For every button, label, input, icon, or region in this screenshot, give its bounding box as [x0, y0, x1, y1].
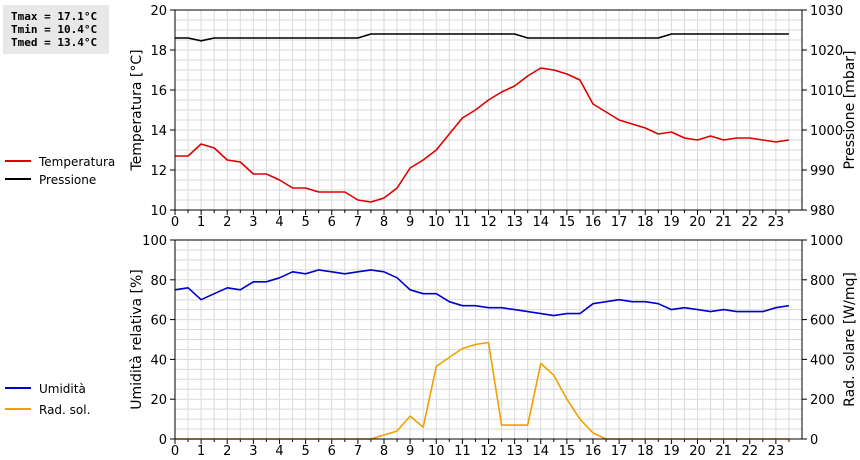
x-tick-label: 16: [585, 215, 602, 230]
plot-frame: [174, 239, 803, 440]
x-tick-label: 4: [275, 215, 283, 230]
y2-tick-label: 0: [810, 433, 818, 448]
y2-axis-label: Rad. solare [W/mq]: [842, 272, 858, 407]
x-tick-label: 21: [715, 444, 732, 459]
y2-tick-label: 600: [810, 314, 835, 329]
x-tick-label: 20: [689, 444, 706, 459]
stats-box: Tmax = 17.1°C Tmin = 10.4°C Tmed = 13.4°…: [3, 5, 109, 54]
y2-tick-label: 400: [810, 353, 835, 368]
x-tick-label: 3: [249, 215, 257, 230]
tmax-text: Tmax = 17.1°C: [11, 10, 98, 23]
x-tick-label: 22: [741, 215, 758, 230]
x-tick-label: 1: [197, 215, 205, 230]
x-tick-label: 4: [275, 444, 283, 459]
legend-label-pressione: Pressione: [39, 173, 96, 187]
legend-label-radsol: Rad. sol.: [39, 403, 90, 417]
y-tick-label: 10: [150, 204, 167, 219]
y2-tick-label: 1000: [810, 124, 843, 139]
y2-tick-label: 1020: [810, 44, 843, 59]
x-tick-label: 8: [380, 215, 388, 230]
temperature-pressure-chart: 0 1 2 3 4 5 6 7 8 9 10 11 12 13 14 15 16 17 18 19 20 21 22 2310…: [129, 4, 858, 230]
y-tick-label: 18: [150, 44, 167, 59]
y2-axis-label: Pressione [mbar]: [842, 50, 858, 169]
series-line-umidit: [174, 269, 790, 317]
grid: [175, 10, 802, 210]
x-tick-label: 23: [768, 215, 785, 230]
y-axis-label: Umidità relativa [%]: [129, 269, 145, 410]
y2-tick-label: 980: [810, 204, 835, 219]
legend-bottom: Umidità Rad. sol.: [5, 382, 90, 417]
x-tick-label: 15: [559, 215, 576, 230]
x-tick-label: 10: [428, 215, 445, 230]
y-tick-label: 20: [150, 4, 167, 19]
x-tick-label: 20: [689, 215, 706, 230]
x-tick-label: 15: [559, 444, 576, 459]
x-tick-label: 16: [585, 444, 602, 459]
series-line-temperatura: [175, 67, 790, 203]
y-tick-label: 12: [150, 164, 167, 179]
y-tick-label: 60: [150, 314, 167, 329]
x-tick-label: 13: [506, 215, 523, 230]
x-tick-label: 2: [223, 444, 231, 459]
x-tick-label: 7: [354, 215, 362, 230]
y-tick-label: 0: [159, 433, 167, 448]
x-tick-label: 21: [715, 215, 732, 230]
x-tick-label: 11: [454, 215, 471, 230]
x-tick-label: 23: [768, 444, 785, 459]
y2-tick-label: 990: [810, 164, 835, 179]
x-tick-label: 2: [223, 215, 231, 230]
x-tick-label: 14: [532, 215, 549, 230]
y-tick-label: 20: [150, 393, 167, 408]
x-tick-label: 22: [741, 444, 758, 459]
y2-tick-label: 200: [810, 393, 835, 408]
x-tick-label: 5: [301, 215, 309, 230]
x-tick-label: 1: [197, 444, 205, 459]
y2-tick-label: 1010: [810, 84, 843, 99]
y-tick-label: 80: [150, 274, 167, 289]
x-tick-label: 19: [663, 215, 680, 230]
x-tick-label: 17: [611, 215, 628, 230]
x-tick-label: 6: [328, 215, 336, 230]
y-tick-label: 16: [150, 84, 167, 99]
x-tick-label: 12: [480, 215, 497, 230]
x-tick-label: 7: [354, 444, 362, 459]
y2-tick-label: 1000: [810, 234, 843, 249]
x-tick-label: 0: [171, 215, 179, 230]
x-tick-label: 8: [380, 444, 388, 459]
y-tick-label: 100: [142, 234, 167, 249]
humidity-radiation-chart: 0 1 2 3 4 5 6 7 8 9 10 11 12 13 14 15 16 17 18 19 20 21 22 2302…: [129, 234, 858, 459]
x-tick-label: 19: [663, 444, 680, 459]
x-tick-label: 9: [406, 444, 414, 459]
series-line-rad-sol: [175, 341, 789, 440]
x-tick-label: 9: [406, 215, 414, 230]
tmin-text: Tmin = 10.4°C: [11, 23, 98, 36]
x-tick-label: 3: [249, 444, 257, 459]
x-tick-label: 14: [532, 444, 549, 459]
legend-label-umidita: Umidità: [39, 382, 86, 396]
y2-tick-label: 1030: [810, 4, 843, 19]
x-tick-label: 13: [506, 444, 523, 459]
x-tick-label: 5: [301, 444, 309, 459]
x-tick-label: 6: [328, 444, 336, 459]
legend-top: Temperatura Pressione: [5, 155, 115, 187]
series-line-pressione: [175, 33, 789, 42]
grid: [175, 240, 802, 439]
y2-tick-label: 800: [810, 274, 835, 289]
plot-frame: [174, 9, 803, 211]
x-tick-label: 0: [171, 444, 179, 459]
y-tick-label: 40: [150, 353, 167, 368]
x-tick-label: 12: [480, 444, 497, 459]
x-tick-label: 18: [637, 444, 654, 459]
x-tick-label: 18: [637, 215, 654, 230]
legend-label-temperatura: Temperatura: [38, 155, 115, 169]
y-axis-label: Temperatura [°C]: [129, 49, 145, 171]
y-tick-label: 14: [150, 124, 167, 139]
x-tick-label: 17: [611, 444, 628, 459]
x-tick-label: 11: [454, 444, 471, 459]
x-tick-label: 10: [428, 444, 445, 459]
tmed-text: Tmed = 13.4°C: [11, 36, 98, 49]
